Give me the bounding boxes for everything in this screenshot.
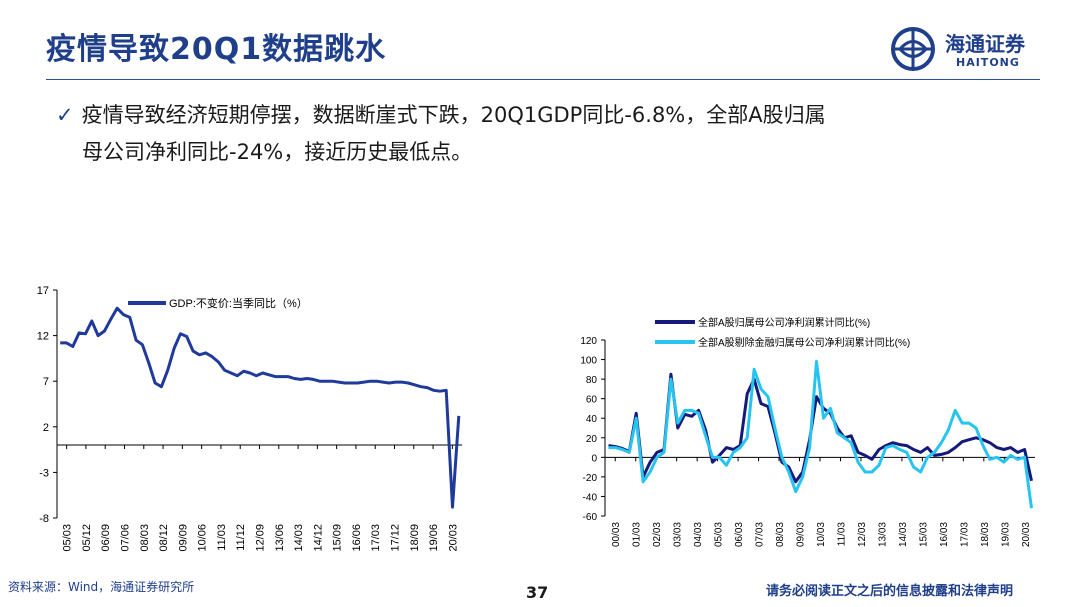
logo-cn-text: 海通证券 bbox=[945, 32, 1025, 56]
y-tick-label: 17 bbox=[37, 285, 49, 297]
haitong-logo: 海通证券 HAITONG bbox=[890, 26, 1040, 74]
x-tick-label: 19/06 bbox=[428, 524, 440, 552]
y-tick-label: -20 bbox=[583, 473, 598, 484]
x-tick-label: 05/03 bbox=[714, 522, 725, 547]
gdp-chart: 17 12 7 2 -3 -8 05/03 05/12 06/09 07/06 08/03 08/12… bbox=[37, 285, 462, 552]
net-profit-chart: 120 100 80 60 40 20 0 -20 -40 -60 00/03 01/03 02/03 0… bbox=[580, 316, 1035, 547]
checkmark-icon: ✓ bbox=[56, 103, 74, 127]
y-tick-label: -60 bbox=[583, 512, 598, 523]
footer-disclaimer: 请务必阅读正文之后的信息披露和法律声明 bbox=[766, 584, 1014, 599]
x-tick-label: 18/09 bbox=[409, 524, 421, 552]
x-tick-label: 08/12 bbox=[158, 524, 170, 552]
x-tick-label: 11/03 bbox=[216, 524, 228, 551]
x-tick-label: 08/03 bbox=[139, 524, 151, 552]
x-tick-label: 17/03 bbox=[959, 522, 970, 547]
x-tick-label: 10/03 bbox=[816, 522, 827, 547]
x-tick-label: 02/03 bbox=[652, 522, 663, 547]
bullet-line-2: 母公司净利同比-24%，接近历史最低点。 bbox=[82, 140, 473, 164]
x-tick-label: 10/06 bbox=[197, 524, 209, 552]
x-tick-label: 16/03 bbox=[939, 522, 950, 547]
x-tick-label: 07/06 bbox=[120, 524, 132, 552]
x-tick-label: 13/06 bbox=[274, 524, 286, 552]
x-tick-label: 09/09 bbox=[177, 524, 189, 552]
x-tick-label: 12/03 bbox=[857, 522, 868, 547]
x-tick-label: 15/09 bbox=[332, 524, 344, 552]
x-tick-label: 20/03 bbox=[1021, 522, 1032, 547]
summary-bullet: ✓ 疫情导致经济短期停摆，数据断崖式下跌，20Q1GDP同比-6.8%，全部A股归… bbox=[56, 97, 1046, 171]
x-tick-label: 03/03 bbox=[673, 522, 684, 547]
x-tick-label: 19/03 bbox=[1000, 522, 1011, 547]
x-tick-label: 05/03 bbox=[62, 524, 74, 552]
x-tick-label: 11/03 bbox=[836, 522, 847, 547]
x-tick-label: 01/03 bbox=[632, 522, 643, 547]
x-tick-label: 17/03 bbox=[370, 524, 382, 552]
logo-en-text: HAITONG bbox=[956, 56, 1020, 69]
x-tick-label: 14/12 bbox=[312, 524, 324, 552]
series-line-1 bbox=[608, 360, 1033, 509]
title-divider bbox=[46, 79, 1040, 80]
x-tick-label: 06/03 bbox=[734, 522, 745, 547]
x-tick-label: 12/09 bbox=[255, 524, 267, 552]
y-tick-label: 12 bbox=[37, 331, 49, 343]
y-tick-label: 0 bbox=[591, 453, 597, 464]
x-tick-label: 09/03 bbox=[796, 522, 807, 547]
y-tick-label: 7 bbox=[43, 376, 49, 388]
y-tick-label: 20 bbox=[586, 434, 598, 445]
x-tick-label: 06/09 bbox=[100, 524, 112, 552]
x-tick-label: 20/03 bbox=[447, 524, 459, 552]
x-tick-label: 15/03 bbox=[918, 522, 929, 547]
x-tick-label: 05/12 bbox=[81, 524, 93, 552]
y-tick-label: -40 bbox=[583, 492, 598, 503]
x-tick-label: 16/06 bbox=[351, 524, 363, 552]
x-tick-label: 00/03 bbox=[611, 522, 622, 547]
series-line-0 bbox=[608, 372, 1033, 484]
y-tick-label: 60 bbox=[586, 395, 598, 406]
haitong-logo-icon bbox=[891, 27, 935, 71]
y-tick-label: -3 bbox=[39, 467, 49, 479]
x-tick-label: 14/03 bbox=[898, 522, 909, 547]
y-tick-label: 40 bbox=[586, 414, 598, 425]
x-tick-label: 04/03 bbox=[693, 522, 704, 547]
y-tick-label: 2 bbox=[43, 422, 49, 434]
x-tick-label: 18/03 bbox=[980, 522, 991, 547]
x-tick-label: 13/03 bbox=[877, 522, 888, 547]
y-tick-label: 120 bbox=[580, 336, 597, 347]
legend-label: GDP:不变价:当季同比（%） bbox=[169, 296, 308, 310]
y-tick-label: 80 bbox=[586, 375, 598, 386]
footer-source: 资料来源：Wind，海通证券研究所 bbox=[8, 580, 195, 594]
y-tick-label: 100 bbox=[580, 356, 597, 367]
x-tick-label: 14/03 bbox=[293, 524, 305, 552]
page-number: 37 bbox=[526, 583, 549, 602]
x-tick-label: 08/03 bbox=[775, 522, 786, 547]
x-tick-label: 17/12 bbox=[390, 524, 402, 552]
x-tick-label: 07/03 bbox=[755, 522, 766, 547]
x-tick-label: 11/12 bbox=[235, 524, 247, 551]
legend-label: 全部A股归属母公司净利润累计同比(%) bbox=[698, 316, 870, 329]
bullet-line-1: 疫情导致经济短期停摆，数据断崖式下跌，20Q1GDP同比-6.8%，全部A股归属 bbox=[81, 103, 826, 127]
y-tick-label: -8 bbox=[39, 513, 49, 525]
legend-label: 全部A股剔除金融归属母公司净利润累计同比(%) bbox=[698, 336, 910, 349]
series-line-0 bbox=[60, 306, 461, 509]
slide-title: 疫情导致20Q1数据跳水 bbox=[46, 32, 387, 67]
